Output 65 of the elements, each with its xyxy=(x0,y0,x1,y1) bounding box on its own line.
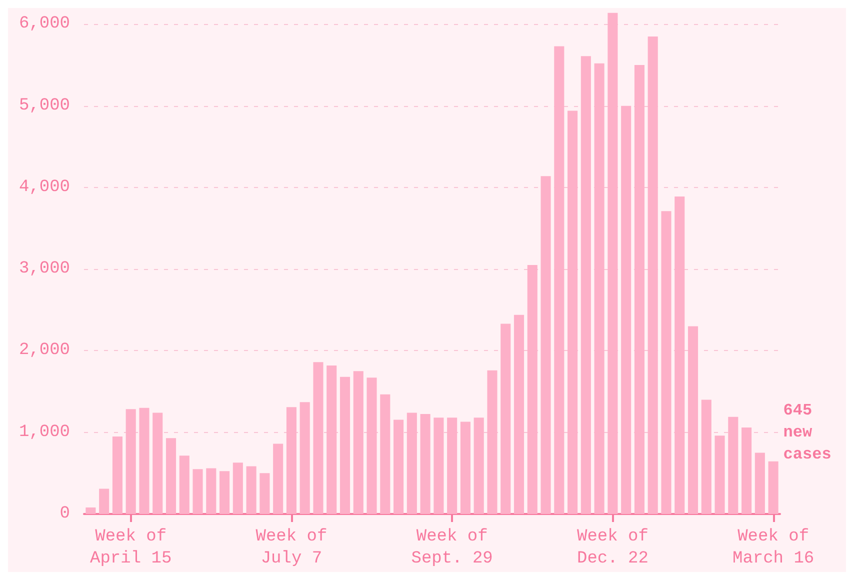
bar xyxy=(527,265,538,514)
x-tick-label: Week of Dec. 22 xyxy=(576,528,648,568)
bar xyxy=(394,420,404,514)
bar xyxy=(554,46,564,514)
bar xyxy=(634,65,644,514)
y-tick-label: 4,000 xyxy=(18,178,70,197)
bar xyxy=(246,466,256,514)
bar xyxy=(260,473,270,514)
bar xyxy=(380,394,390,514)
bar xyxy=(220,471,230,514)
y-tick-label: 3,000 xyxy=(18,260,70,279)
bar xyxy=(166,438,176,514)
bar xyxy=(514,314,524,514)
bar xyxy=(580,56,591,514)
bar xyxy=(300,402,310,514)
bar xyxy=(688,326,698,514)
bar xyxy=(273,444,284,514)
bar xyxy=(540,176,551,514)
bar xyxy=(714,436,725,514)
bar xyxy=(99,488,110,514)
bar xyxy=(126,409,136,514)
bar xyxy=(768,461,778,514)
bar xyxy=(86,507,96,514)
bar xyxy=(192,469,203,514)
bar xyxy=(460,422,470,514)
bar xyxy=(674,196,685,514)
bar xyxy=(487,370,498,514)
bar xyxy=(206,468,216,514)
bar xyxy=(313,362,324,514)
bar xyxy=(112,436,122,514)
bar xyxy=(340,376,350,514)
y-tick-label: 2,000 xyxy=(18,341,70,360)
x-tick-label: Week of March 16 xyxy=(732,528,814,568)
bar xyxy=(568,110,578,514)
bar xyxy=(406,412,417,514)
bar xyxy=(728,416,738,514)
bar xyxy=(232,462,243,514)
bar xyxy=(420,414,430,514)
x-tick-label: Week of April 15 xyxy=(90,528,172,568)
x-tick-label: Week of July 7 xyxy=(256,528,328,568)
bar xyxy=(326,365,337,514)
bar xyxy=(286,407,296,514)
bar xyxy=(139,408,150,514)
annotation: 645 new cases xyxy=(783,401,832,464)
bar xyxy=(474,418,484,514)
bar xyxy=(500,324,511,514)
bar xyxy=(701,400,712,514)
y-tick-label: 1,000 xyxy=(18,422,70,442)
bar xyxy=(434,418,444,514)
bar xyxy=(353,371,364,514)
bar xyxy=(594,63,604,514)
y-tick-label: 6,000 xyxy=(18,14,70,34)
bar xyxy=(742,427,752,514)
bar xyxy=(621,106,632,514)
bar xyxy=(754,452,765,514)
bar xyxy=(447,418,458,514)
bar xyxy=(608,12,618,514)
bar xyxy=(152,412,163,514)
bar xyxy=(648,36,658,514)
x-tick-label: Week of Sept. 29 xyxy=(411,528,493,568)
y-tick-label: 0 xyxy=(60,504,70,524)
bar xyxy=(661,211,672,514)
y-tick-label: 5,000 xyxy=(18,96,70,116)
bar xyxy=(366,378,377,514)
bar xyxy=(179,456,190,514)
